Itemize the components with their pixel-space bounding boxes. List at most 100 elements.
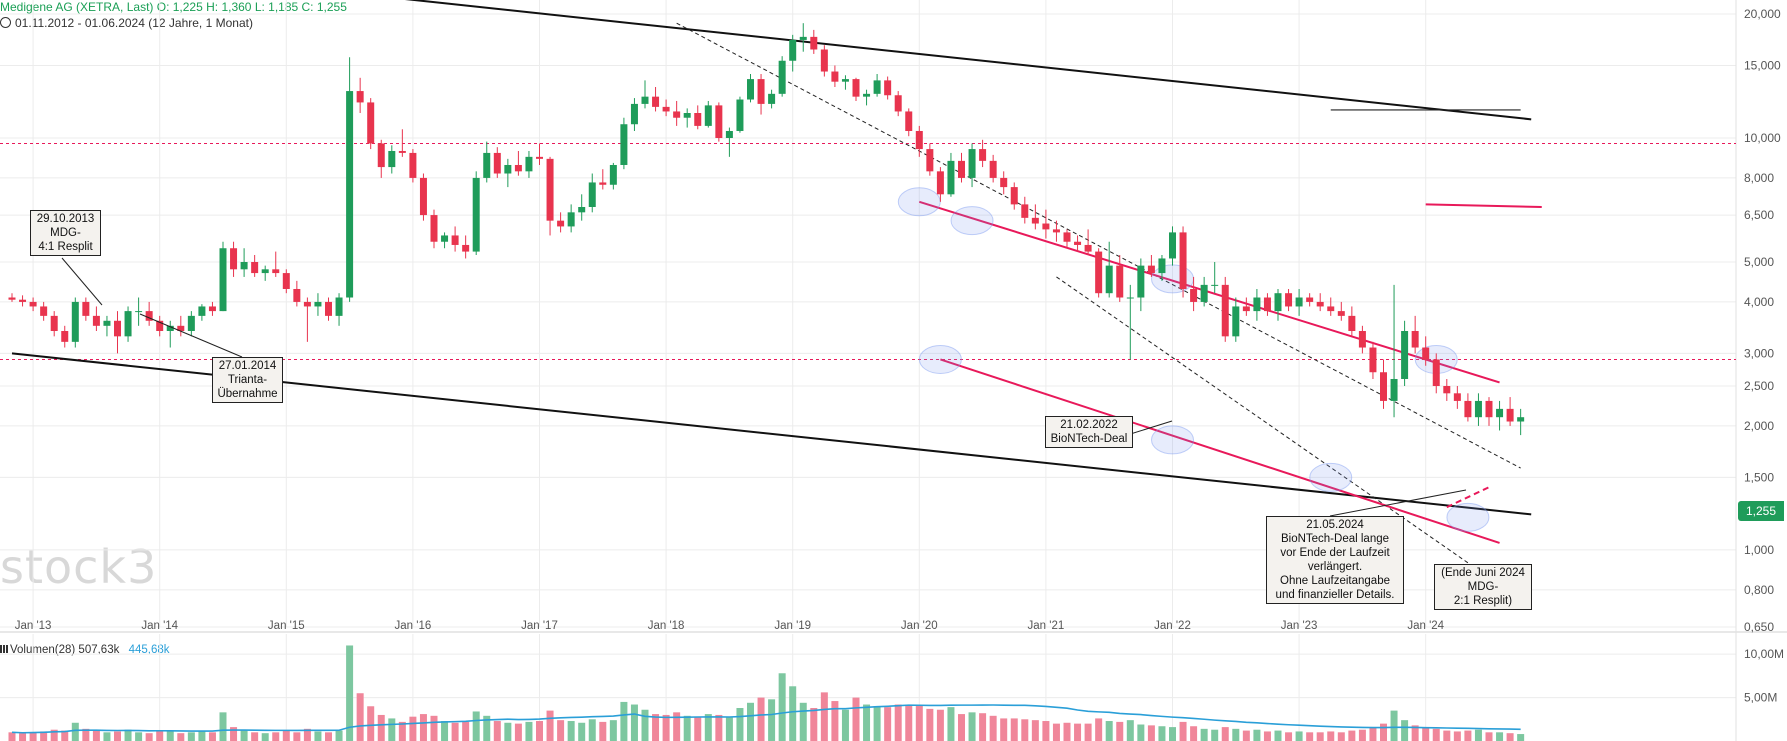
annotation-leader bbox=[61, 257, 103, 306]
candle-body bbox=[799, 36, 807, 40]
volume-bar bbox=[82, 728, 90, 741]
candle-body bbox=[989, 160, 997, 178]
candle-body bbox=[789, 39, 797, 61]
candle-body bbox=[1253, 297, 1261, 312]
volume-bar bbox=[1147, 725, 1155, 741]
candle-body bbox=[419, 177, 427, 216]
volume-bar bbox=[683, 715, 691, 741]
candle bbox=[1274, 288, 1282, 321]
trendline bbox=[1425, 203, 1542, 208]
candle bbox=[894, 91, 902, 117]
candle-body bbox=[483, 152, 491, 178]
candle-body bbox=[884, 80, 892, 96]
candle-body bbox=[1095, 251, 1103, 294]
candle-body bbox=[462, 244, 470, 252]
volume-bar bbox=[1506, 733, 1514, 741]
candle bbox=[335, 293, 343, 326]
candle bbox=[177, 315, 185, 337]
candle bbox=[261, 265, 269, 281]
candle-body bbox=[1422, 347, 1430, 360]
candle bbox=[852, 77, 860, 101]
annotation-box: 27.01.2014 Trianta- Übernahme bbox=[212, 357, 283, 403]
candle bbox=[325, 297, 332, 321]
volume-bar bbox=[1031, 720, 1039, 741]
volume-bar bbox=[1263, 731, 1271, 741]
x-tick-label: Jan '13 bbox=[15, 620, 52, 632]
candle bbox=[1232, 297, 1240, 342]
candle bbox=[557, 212, 565, 233]
volume-bar bbox=[325, 732, 332, 741]
candle-body bbox=[1517, 417, 1525, 422]
candle bbox=[103, 315, 111, 337]
candle bbox=[778, 56, 786, 97]
volume-bar bbox=[1169, 727, 1176, 741]
annotation-line: verlängert. bbox=[1307, 561, 1363, 573]
candle-body bbox=[114, 320, 121, 337]
y-tick-label: 2,500 bbox=[1744, 379, 1774, 393]
candle bbox=[430, 209, 438, 249]
candle bbox=[1358, 325, 1366, 354]
candle bbox=[1443, 378, 1451, 401]
volume-bar bbox=[989, 715, 997, 741]
volume-bar bbox=[251, 732, 259, 741]
candle-body bbox=[715, 105, 723, 139]
candle bbox=[609, 162, 617, 190]
trendline bbox=[1056, 276, 1511, 593]
candle-body bbox=[673, 111, 681, 118]
candle bbox=[356, 77, 364, 114]
volume-bar bbox=[1337, 732, 1345, 741]
y-tick-label: 5,000 bbox=[1744, 255, 1774, 269]
candle bbox=[1306, 293, 1314, 307]
candle bbox=[230, 241, 238, 277]
volume-bar bbox=[905, 705, 913, 741]
candle bbox=[641, 80, 649, 109]
candle-body bbox=[546, 158, 554, 221]
volume-bar bbox=[1316, 732, 1324, 741]
volume-bar bbox=[831, 701, 839, 741]
annotation-line: BioNTech-Deal lange bbox=[1280, 533, 1390, 545]
y-tick-label: 0,650 bbox=[1744, 620, 1774, 634]
volume-bar bbox=[8, 732, 16, 741]
candle bbox=[367, 98, 375, 150]
candle bbox=[620, 117, 628, 170]
y-tick-label: 0,800 bbox=[1744, 583, 1774, 597]
candle bbox=[536, 143, 543, 165]
highlight-ellipse bbox=[918, 344, 962, 374]
candle-body bbox=[50, 315, 58, 332]
volume-bar bbox=[588, 719, 596, 741]
candle bbox=[1126, 284, 1134, 360]
candle-body bbox=[1348, 315, 1356, 332]
volume-bar bbox=[1052, 723, 1060, 741]
volume-bar bbox=[219, 712, 227, 741]
highlight-ellipse bbox=[950, 206, 994, 236]
candle bbox=[1337, 301, 1345, 321]
candle bbox=[905, 108, 913, 137]
candle bbox=[40, 301, 48, 321]
candle-body bbox=[156, 320, 164, 332]
candle bbox=[145, 301, 153, 326]
volume-label: Volumen(28) bbox=[10, 644, 76, 656]
candle-body bbox=[694, 113, 702, 126]
candle-body bbox=[29, 301, 37, 307]
candle-body bbox=[1074, 241, 1082, 245]
trendline bbox=[940, 358, 1500, 544]
candle bbox=[1380, 359, 1387, 409]
candle-body bbox=[852, 79, 860, 97]
candle bbox=[989, 154, 997, 183]
candle-body bbox=[430, 215, 438, 242]
volume-bar bbox=[451, 722, 459, 741]
candle-body bbox=[1179, 232, 1187, 289]
candle bbox=[1242, 297, 1250, 316]
candle bbox=[1263, 293, 1271, 316]
volume-bar bbox=[620, 701, 628, 741]
volume-bar bbox=[314, 731, 322, 741]
volume-bar bbox=[124, 729, 132, 741]
candle bbox=[936, 167, 944, 202]
volume-bar bbox=[1179, 721, 1187, 741]
grid bbox=[0, 0, 1736, 741]
volume-bar bbox=[441, 721, 449, 741]
volume-bar bbox=[1306, 732, 1314, 741]
candle-body bbox=[92, 315, 100, 326]
y-tick-label: 20,000 bbox=[1744, 7, 1781, 21]
